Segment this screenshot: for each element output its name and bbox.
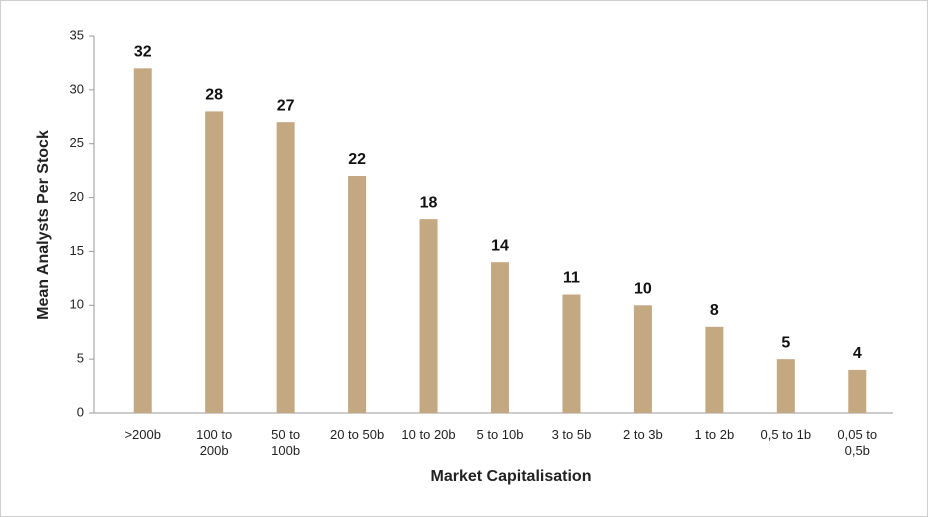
bar	[276, 122, 295, 414]
bar	[348, 176, 367, 413]
bar	[133, 68, 152, 414]
y-tick-label: 0	[77, 404, 84, 419]
bar	[491, 262, 509, 413]
y-tick-label: 35	[70, 27, 84, 42]
y-tick-label: 15	[70, 243, 84, 258]
y-tick-label: 20	[70, 189, 84, 204]
x-tick-label: 20 to 50b	[329, 427, 385, 442]
data-label: 8	[710, 302, 719, 319]
data-label: 32	[134, 44, 152, 61]
data-label: 28	[205, 87, 223, 104]
bar	[205, 111, 224, 414]
data-label: 10	[634, 281, 652, 298]
x-tick-label: 5 to 10b	[476, 427, 524, 442]
bar	[776, 359, 795, 413]
x-tick-label: 3 to 5b	[551, 427, 592, 442]
y-tick-label: 25	[70, 135, 84, 150]
bar	[848, 369, 867, 413]
x-tick-label: 50 to 100b	[271, 427, 301, 458]
y-axis-title: Mean Analysts Per Stock	[35, 130, 52, 320]
data-label: 11	[563, 270, 580, 287]
data-label: 27	[277, 97, 295, 114]
x-tick-label: 1 to 2b	[694, 427, 735, 442]
data-label: 4	[853, 345, 862, 362]
data-label: 22	[348, 151, 366, 168]
bar	[419, 219, 438, 413]
x-tick-label: 0,05 to 0,5b	[837, 427, 878, 458]
y-tick-label: 30	[70, 81, 84, 96]
x-tick-label: >200b	[124, 427, 161, 442]
data-label: 5	[781, 334, 790, 351]
x-tick-label: 0,5 to 1b	[760, 427, 812, 442]
bar	[705, 326, 724, 413]
x-tick-label: 100 to 200b	[196, 427, 233, 458]
data-label: 14	[491, 237, 509, 254]
x-axis-title: Market Capitalisation	[431, 468, 592, 485]
x-tick-label: 10 to 20b	[401, 427, 456, 442]
bar	[562, 294, 581, 413]
y-tick-label: 5	[77, 351, 84, 366]
bar	[633, 305, 652, 413]
y-tick-label: 10	[70, 297, 84, 312]
x-tick-label: 2 to 3b	[623, 427, 663, 442]
data-label: 18	[420, 194, 438, 211]
